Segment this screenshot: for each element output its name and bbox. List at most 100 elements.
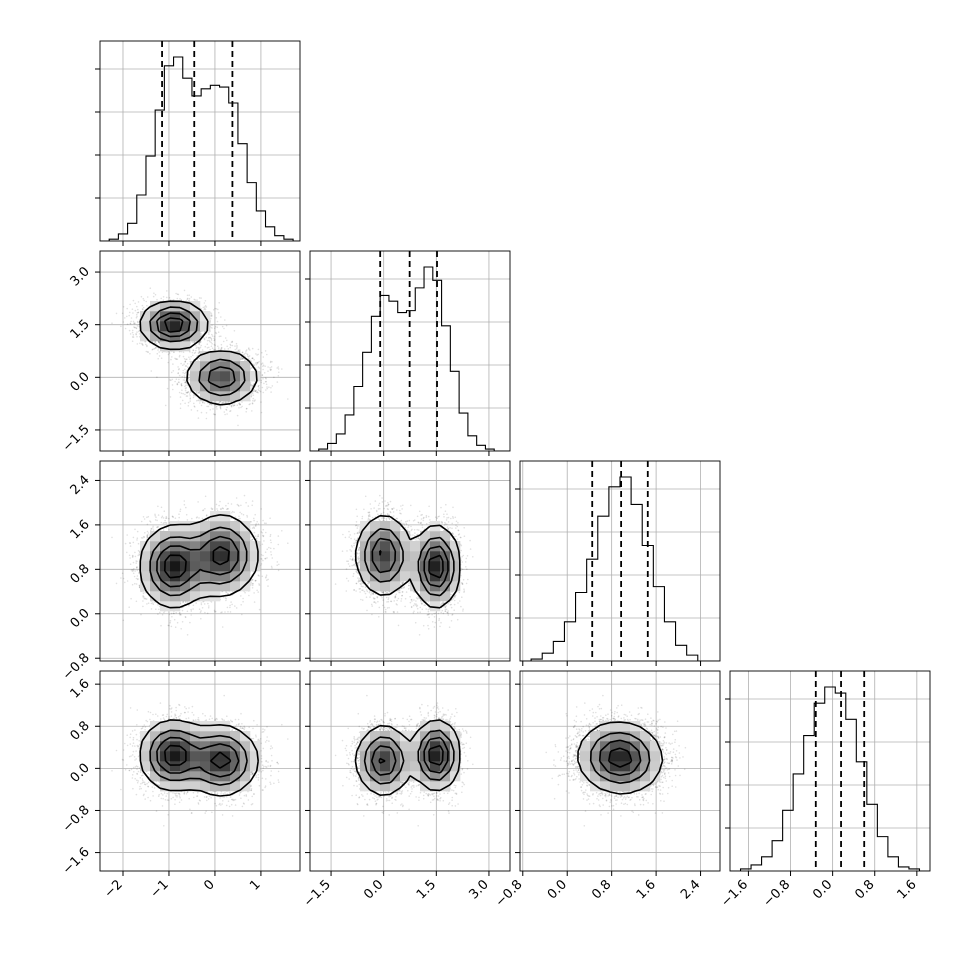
scatter-point (150, 370, 153, 372)
scatter-point (124, 327, 127, 330)
scatter-point (136, 335, 138, 338)
scatter-point (170, 379, 172, 382)
scatter-point (211, 347, 214, 350)
scatter-point (269, 361, 272, 364)
scatter-point (245, 352, 247, 354)
scatter-point (257, 391, 259, 394)
scatter-point (195, 347, 197, 350)
scatter-point (239, 403, 241, 406)
scatter-point (277, 366, 280, 368)
scatter-point (203, 302, 206, 304)
scatter-point (184, 381, 186, 384)
scatter-point (220, 343, 223, 346)
scatter-point (171, 356, 173, 358)
scatter-point (184, 365, 187, 367)
scatter-point (200, 297, 202, 299)
scatter-point (180, 382, 183, 385)
scatter-point (146, 345, 148, 348)
scatter-point (195, 344, 197, 347)
scatter-point (229, 410, 232, 412)
scatter-point (133, 326, 135, 328)
scatter-point (169, 396, 172, 398)
scatter-point (212, 408, 214, 410)
scatter-point (217, 311, 220, 314)
scatter-point (198, 392, 201, 394)
scatter-point (193, 394, 195, 397)
scatter-point (218, 302, 220, 304)
scatter-point (212, 413, 215, 415)
scatter-point (202, 401, 204, 404)
scatter-point (193, 298, 195, 301)
scatter-point (158, 341, 160, 344)
scatter-point (189, 398, 191, 400)
scatter-point (200, 341, 202, 343)
scatter-point (210, 313, 213, 315)
scatter-point (257, 385, 260, 387)
scatter-point (261, 374, 264, 377)
scatter-point (238, 402, 241, 404)
scatter-point (254, 390, 257, 392)
scatter-point (203, 402, 206, 404)
scatter-point (129, 303, 131, 306)
scatter-point (249, 359, 252, 362)
scatter-point (246, 354, 249, 356)
scatter-point (227, 400, 230, 403)
scatter-point (236, 414, 239, 417)
scatter-point (145, 343, 147, 346)
scatter-point (204, 300, 207, 302)
scatter-point (223, 348, 226, 350)
scatter-point (210, 315, 213, 317)
scatter-point (245, 350, 247, 352)
scatter-point (210, 345, 213, 348)
scatter-point (141, 308, 144, 310)
scatter-point (129, 322, 132, 325)
scatter-point (168, 351, 171, 353)
scatter-point (264, 365, 266, 368)
scatter-point (225, 409, 228, 411)
scatter-point (248, 355, 251, 357)
scatter-point (164, 350, 166, 353)
scatter-point (176, 358, 179, 361)
scatter-point (184, 402, 186, 405)
scatter-point (225, 324, 228, 327)
scatter-point (193, 340, 195, 343)
scatter-point (203, 308, 205, 311)
scatter-point (211, 327, 213, 329)
scatter-point (197, 392, 199, 394)
scatter-point (205, 417, 208, 420)
scatter-point (129, 333, 132, 335)
scatter-point (231, 341, 234, 343)
scatter-point (136, 325, 139, 327)
scatter-point (241, 351, 244, 354)
scatter-point (193, 405, 196, 408)
scatter-point (153, 292, 155, 295)
scatter-point (187, 391, 189, 393)
scatter-point (143, 299, 145, 302)
scatter-point (271, 361, 273, 363)
scatter-point (253, 358, 255, 361)
scatter-point (188, 297, 191, 300)
scatter-point (198, 348, 200, 351)
scatter-point (211, 343, 213, 345)
scatter-point (195, 349, 197, 352)
scatter-point (216, 320, 219, 323)
scatter-point (168, 352, 171, 355)
scatter-point (213, 337, 215, 340)
scatter-point (254, 390, 256, 393)
scatter-point (122, 321, 125, 323)
scatter-point (138, 325, 140, 328)
scatter-point (262, 365, 264, 368)
scatter-point (148, 309, 151, 312)
scatter-point (222, 401, 224, 404)
scatter-point (203, 306, 206, 308)
scatter-point (257, 385, 260, 388)
scatter-point (166, 387, 169, 390)
scatter-point (171, 384, 174, 386)
scatter-point (239, 349, 241, 351)
scatter-point (139, 342, 141, 345)
scatter-point (253, 389, 255, 392)
scatter-point (230, 406, 233, 408)
scatter-point (134, 302, 136, 305)
scatter-point (184, 379, 186, 382)
scatter-point (240, 356, 243, 359)
